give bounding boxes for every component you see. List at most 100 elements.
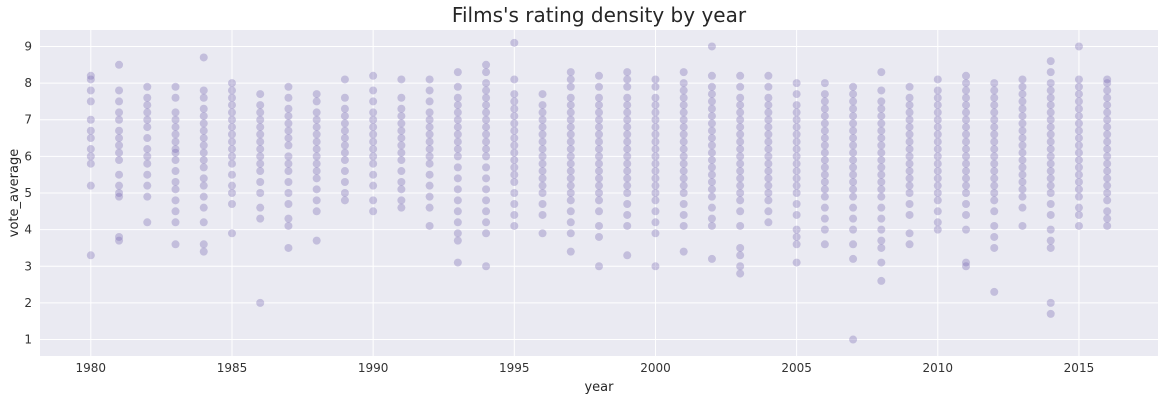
data-point [679,86,688,95]
data-point [707,119,716,128]
data-point [1046,152,1055,161]
data-point [1018,156,1027,165]
data-point [199,247,208,256]
data-point [312,174,321,183]
data-point [651,145,660,154]
chart-title: Films's rating density by year [452,3,747,27]
data-point [566,247,575,256]
data-point [1018,82,1027,91]
data-point [623,159,632,168]
data-point [538,145,547,154]
data-point [595,221,603,230]
data-point [1018,141,1027,150]
data-point [369,115,378,124]
data-point [115,148,124,157]
data-point [1018,134,1027,143]
data-point [482,163,491,172]
data-point [425,203,434,212]
data-point [340,112,349,121]
data-point [707,185,716,194]
data-point [679,115,688,124]
data-point [1046,93,1055,102]
data-point [933,174,942,183]
data-point [284,214,293,223]
data-point [1074,178,1083,187]
data-point [679,221,688,230]
data-point [820,156,829,165]
data-point [312,196,321,205]
data-point [962,93,971,102]
data-point [566,130,575,139]
data-point [1018,119,1027,128]
data-point [115,97,124,106]
data-point [1074,90,1083,99]
data-point [312,236,321,245]
data-point [397,196,406,205]
data-point [707,221,716,230]
data-point [933,152,942,161]
data-point [425,123,434,132]
data-point [962,145,971,154]
data-point [340,93,349,102]
data-point [1046,79,1055,88]
data-point [369,207,378,216]
data-point [1046,159,1055,168]
data-point [1074,112,1083,121]
data-point [679,79,688,88]
data-point [623,251,632,260]
data-point [962,137,971,146]
data-point [171,115,180,124]
data-point [1103,93,1112,102]
data-point [933,189,942,197]
data-point [538,152,547,161]
data-point [1074,203,1083,212]
data-point [397,148,406,157]
data-point [256,130,265,139]
data-point [284,221,293,230]
data-point [227,86,236,95]
data-point [1074,134,1083,143]
data-point [933,108,942,117]
data-point [849,134,858,143]
data-point [566,167,575,176]
data-point [595,115,603,124]
data-point [284,199,293,208]
data-point [707,141,716,150]
data-point [820,141,829,150]
data-point [707,104,716,113]
data-point [199,104,208,113]
data-point [651,218,660,227]
data-point [849,335,858,344]
data-point [143,181,152,190]
data-point [962,225,971,234]
data-point [905,240,914,249]
data-point [792,258,801,267]
data-point [820,170,829,179]
data-point [990,108,999,117]
data-point [905,229,914,238]
data-point [510,75,519,84]
data-point [453,93,462,102]
data-point [820,178,829,187]
data-point [990,86,999,95]
data-point [171,145,180,154]
data-point [482,60,491,69]
y-tick-label: 9 [24,39,32,53]
data-point [566,82,575,91]
data-point [962,159,971,168]
data-point [1074,141,1083,150]
data-point [510,134,519,143]
data-point [707,42,716,51]
data-point [679,159,688,168]
data-point [566,68,575,77]
data-point [792,101,801,110]
data-point [510,221,519,230]
data-point [510,199,519,208]
data-point [764,196,773,205]
data-point [764,137,773,146]
data-point [256,90,265,99]
data-point [623,82,632,91]
data-point [510,141,519,150]
